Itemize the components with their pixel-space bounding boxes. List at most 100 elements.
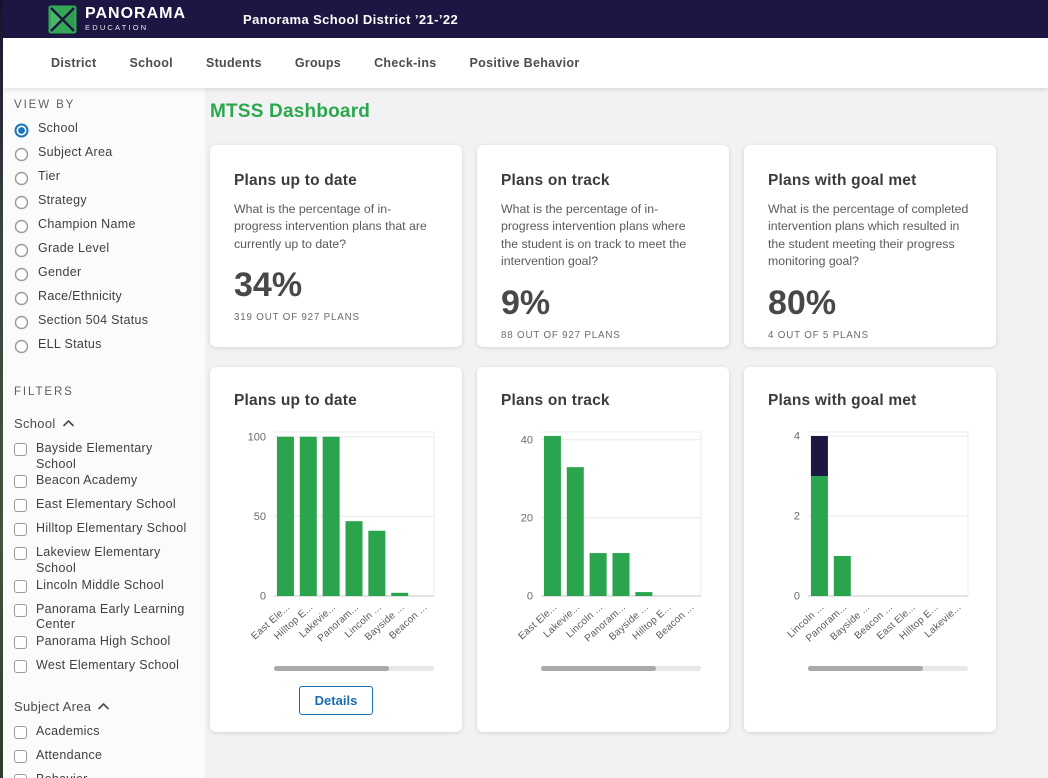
bar-segment[interactable] (345, 521, 363, 596)
chart-card-plans-with-goal-met: Plans with goal met 0 2 4 Lincoln ... Panoram… (744, 367, 996, 732)
kpi-subtext: 319 OUT OF 927 PLANS (234, 312, 360, 324)
checkbox-academics[interactable]: Academics (14, 724, 205, 747)
chart-scrollbar-track (274, 666, 434, 671)
checkbox-lakeview-elementary-school[interactable]: Lakeview Elementary School (14, 545, 205, 576)
main-content: MTSS Dashboard Plans up to date What is t… (205, 88, 1048, 778)
kpi-value: 80% (768, 283, 837, 322)
chevron-up-icon (98, 702, 110, 710)
radio-label: ELL Status (38, 337, 102, 351)
checkbox-beacon-academy[interactable]: Beacon Academy (14, 473, 205, 496)
view-by-label: VIEW BY (14, 99, 76, 111)
radio-subject-area[interactable]: Subject Area (14, 145, 205, 168)
checkbox-label: East Elementary School (36, 497, 176, 512)
topbar: PANORAMA EDUCATION Panorama School Distr… (3, 0, 1048, 38)
radio-label: School (38, 121, 79, 135)
desktop-edge (0, 0, 3, 778)
tab-students[interactable]: Students (205, 56, 262, 70)
radio-label: Gender (38, 265, 82, 279)
radio-section-504-status[interactable]: Section 504 Status (14, 313, 205, 336)
nav-tabs: District School Students Groups Check-ins Pos… (3, 38, 1048, 88)
checkbox-label: Lakeview Elementary School (36, 545, 161, 575)
checkbox-attendance[interactable]: Attendance (14, 748, 205, 771)
checkbox-icon (14, 475, 27, 489)
checkbox-icon (14, 499, 27, 513)
bar-segment[interactable] (322, 436, 340, 596)
radio-icon (14, 147, 29, 162)
checkbox-label: Hilltop Elementary School (36, 521, 187, 536)
checkbox-hilltop-elementary-school[interactable]: Hilltop Elementary School (14, 521, 205, 544)
tab-groups[interactable]: Groups (294, 56, 342, 70)
checkbox-label: Academics (36, 723, 100, 738)
y-axis-tick-label: 0 (527, 591, 533, 603)
y-axis-tick-label: 2 (794, 511, 800, 523)
page-title: MTSS Dashboard (210, 101, 371, 122)
radio-label: Section 504 Status (38, 313, 149, 327)
filter-group-label: School (14, 416, 56, 431)
chevron-up-icon (62, 420, 74, 427)
bar-segment[interactable] (566, 467, 584, 596)
bar-segment[interactable] (810, 476, 828, 596)
panorama-logo[interactable]: PANORAMA EDUCATION (48, 4, 186, 34)
kpi-card-plans-on-track: Plans on track What is the percentage of … (477, 145, 729, 347)
chart-title: Plans on track (501, 392, 610, 409)
chart-scrollbar-track (541, 666, 701, 671)
details-button[interactable]: Details (298, 686, 374, 715)
checkbox-west-elementary-school[interactable]: West Elementary School (14, 658, 205, 681)
chart-scrollbar-thumb[interactable] (541, 666, 657, 671)
kpi-value: 9% (501, 283, 551, 322)
y-axis-tick-label: 40 (521, 434, 533, 446)
checkbox-behavior[interactable]: Behavior (14, 772, 205, 778)
bar-segment[interactable] (543, 435, 561, 596)
checkbox-label: Attendance (36, 747, 103, 762)
radio-icon (14, 267, 29, 282)
filter-group-school[interactable]: School (14, 416, 205, 431)
bar-segment[interactable] (276, 436, 294, 596)
tab-positive-behavior[interactable]: Positive Behavior (469, 56, 580, 70)
radio-school[interactable]: School (14, 121, 205, 144)
bar-segment[interactable] (810, 436, 828, 476)
checkbox-east-elementary-school[interactable]: East Elementary School (14, 497, 205, 520)
bar-segment[interactable] (635, 592, 653, 596)
checkbox-icon (14, 547, 27, 561)
checkbox-icon (14, 725, 27, 739)
tab-check-ins[interactable]: Check-ins (374, 56, 437, 70)
checkbox-label: Behavior (36, 772, 88, 778)
chart-title: Plans with goal met (768, 392, 917, 409)
radio-champion-name[interactable]: Champion Name (14, 217, 205, 240)
bar-segment[interactable] (589, 553, 607, 596)
checkbox-bayside-elementary-school[interactable]: Bayside Elementary School (14, 441, 205, 472)
checkbox-label: Bayside Elementary School (36, 441, 153, 471)
bar-segment[interactable] (368, 530, 386, 596)
bar-segment[interactable] (299, 436, 317, 596)
filter-group-subject-area[interactable]: Subject Area (14, 699, 205, 714)
y-axis-tick-label: 50 (254, 511, 266, 523)
radio-strategy[interactable]: Strategy (14, 193, 205, 216)
kpi-description: What is the percentage of in-progress in… (234, 202, 427, 251)
tab-school[interactable]: School (129, 56, 173, 70)
radio-gender[interactable]: Gender (14, 265, 205, 288)
brand-name: PANORAMA (85, 5, 187, 23)
radio-ell-status[interactable]: ELL Status (14, 337, 205, 360)
kpi-subtext: 88 OUT OF 927 PLANS (501, 329, 621, 341)
checkbox-label: West Elementary School (36, 657, 180, 672)
tab-district[interactable]: District (51, 56, 97, 70)
sidebar: VIEW BY School Subject Area Tier Strategy Ch… (3, 88, 205, 778)
chart-scrollbar-thumb[interactable] (274, 666, 390, 671)
chart-scrollbar-thumb[interactable] (808, 666, 924, 671)
kpi-card-row: Plans up to date What is the percentage o… (210, 145, 1048, 347)
filter-groups: School Bayside Elementary School Beacon Ac… (14, 416, 205, 778)
radio-grade-level[interactable]: Grade Level (14, 241, 205, 264)
bar-segment[interactable] (612, 553, 630, 596)
radio-tier[interactable]: Tier (14, 169, 205, 192)
checkbox-lincoln-middle-school[interactable]: Lincoln Middle School (14, 578, 205, 601)
brand-text: PANORAMA EDUCATION (85, 6, 186, 32)
checkbox-panorama-high-school[interactable]: Panorama High School (14, 634, 205, 657)
radio-race-ethnicity[interactable]: Race/Ethnicity (14, 289, 205, 312)
bar-segment[interactable] (391, 592, 409, 596)
chart-card-plans-up-to-date: Plans up to date 0 50 100 East Ele... Hilltop… (210, 367, 462, 732)
bar-segment[interactable] (833, 556, 851, 596)
panorama-logo-icon (48, 4, 77, 34)
checkbox-panorama-early-learning-center[interactable]: Panorama Early Learning Center (14, 602, 205, 633)
